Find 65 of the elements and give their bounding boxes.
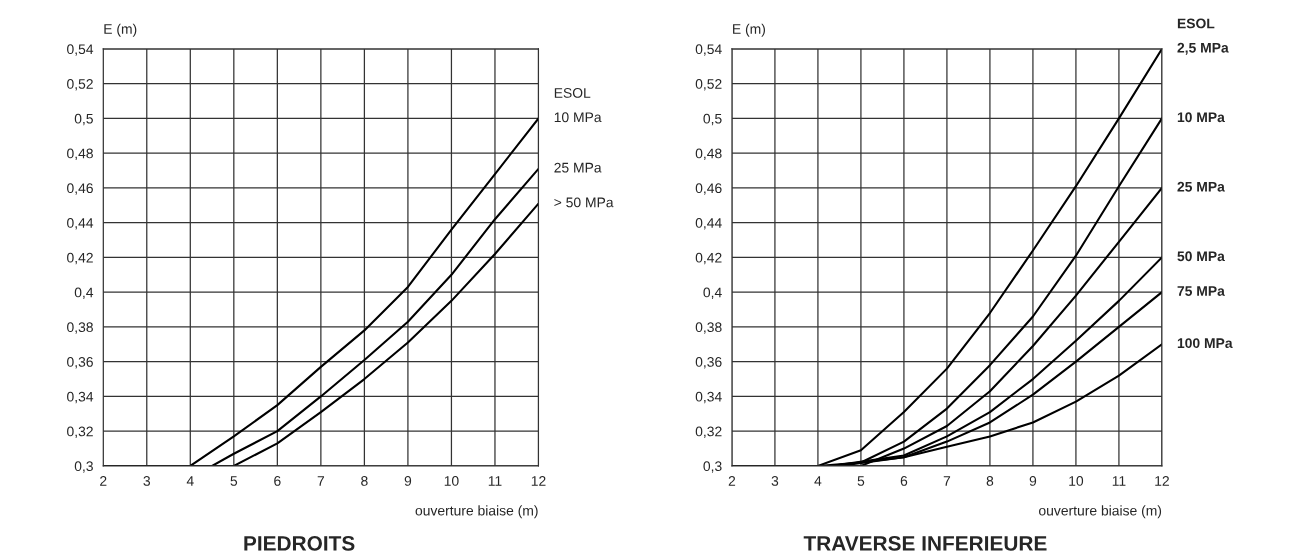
x-tick-label: 10 — [1069, 476, 1084, 486]
x-tick-label: 8 — [361, 476, 368, 486]
y-tick-label: 0,48 — [67, 148, 93, 160]
y-tick-label: 0,4 — [703, 287, 722, 299]
series-label: > 50 MPa — [554, 197, 614, 208]
y-tick-label: 0,38 — [67, 322, 93, 334]
legend-title: ESOL — [554, 88, 591, 98]
y-tick-label: 0,46 — [695, 183, 722, 195]
y-tick-label: 0,5 — [74, 113, 93, 126]
series-label: 10 MPa — [1177, 112, 1225, 123]
legend-title: ESOL — [1177, 18, 1215, 29]
x-tick-label: 8 — [986, 476, 994, 486]
y-tick-label: 0,52 — [695, 79, 722, 91]
series-label: 50 MPa — [1177, 251, 1225, 262]
x-tick-label: 3 — [143, 476, 151, 486]
x-tick-label: 4 — [186, 476, 194, 486]
x-tick-label: 9 — [1029, 476, 1037, 486]
x-tick-label: 11 — [488, 476, 502, 486]
y-tick-label: 0,54 — [695, 44, 722, 56]
y-tick-label: 0,34 — [67, 391, 94, 404]
x-tick-label: 3 — [771, 476, 779, 486]
y-tick-label: 0,32 — [67, 426, 93, 438]
x-tick-label: 2 — [728, 476, 736, 486]
y-tick-label: 0,38 — [695, 322, 722, 334]
y-tick-label: 0,48 — [695, 148, 722, 160]
x-tick-label: 12 — [531, 476, 546, 486]
x-tick-label: 10 — [444, 476, 459, 486]
y-tick-label: 0,52 — [67, 79, 93, 91]
y-tick-label: 0,42 — [695, 252, 722, 265]
x-tick-label: 7 — [317, 476, 325, 486]
series-label: 10 MPa — [554, 112, 602, 123]
x-tick-label: 11 — [1112, 476, 1126, 486]
y-tick-label: 0,44 — [695, 218, 722, 230]
series-label: 100 MPa — [1177, 338, 1233, 349]
x-tick-label: 9 — [404, 476, 412, 486]
y-tick-label: 0,32 — [695, 426, 722, 438]
y-axis-title: E (m) — [104, 23, 137, 37]
text: TRAVERSE INFERIEURE — [803, 536, 1047, 551]
x-tick-label: 5 — [230, 476, 238, 486]
y-axis-title: E (m) — [733, 23, 765, 37]
x-tick-label: 12 — [1155, 476, 1169, 486]
y-tick-label: 0,34 — [695, 391, 722, 404]
x-tick-label: 7 — [943, 476, 951, 486]
y-tick-label: 0,36 — [695, 357, 722, 369]
y-tick-label: 0,44 — [67, 218, 94, 230]
y-tick-label: 0,5 — [703, 113, 722, 126]
y-tick-label: 0,3 — [74, 461, 93, 473]
y-tick-label: 0,54 — [67, 44, 94, 56]
y-tick-label: 0,4 — [74, 287, 94, 299]
y-tick-label: 0,3 — [703, 461, 722, 473]
text: PIEDROITS — [244, 536, 355, 551]
series-label: 2,5 MPa — [1177, 42, 1229, 55]
x-tick-label: 6 — [274, 476, 281, 486]
x-tick-label: 5 — [857, 476, 865, 486]
x-axis-title: ouverture biaise (m) — [1039, 505, 1162, 519]
y-tick-label: 0,42 — [67, 252, 93, 265]
y-tick-label: 0,36 — [67, 357, 93, 369]
x-tick-label: 6 — [900, 476, 908, 486]
series-label: 75 MPa — [1177, 286, 1225, 296]
x-tick-label: 4 — [814, 476, 822, 486]
y-tick-label: 0,46 — [67, 183, 93, 195]
series-label: 25 MPa — [554, 162, 602, 173]
x-tick-label: 2 — [100, 476, 107, 486]
x-axis-title: ouverture biaise (m) — [415, 505, 538, 519]
series-label: 25 MPa — [1177, 181, 1225, 192]
